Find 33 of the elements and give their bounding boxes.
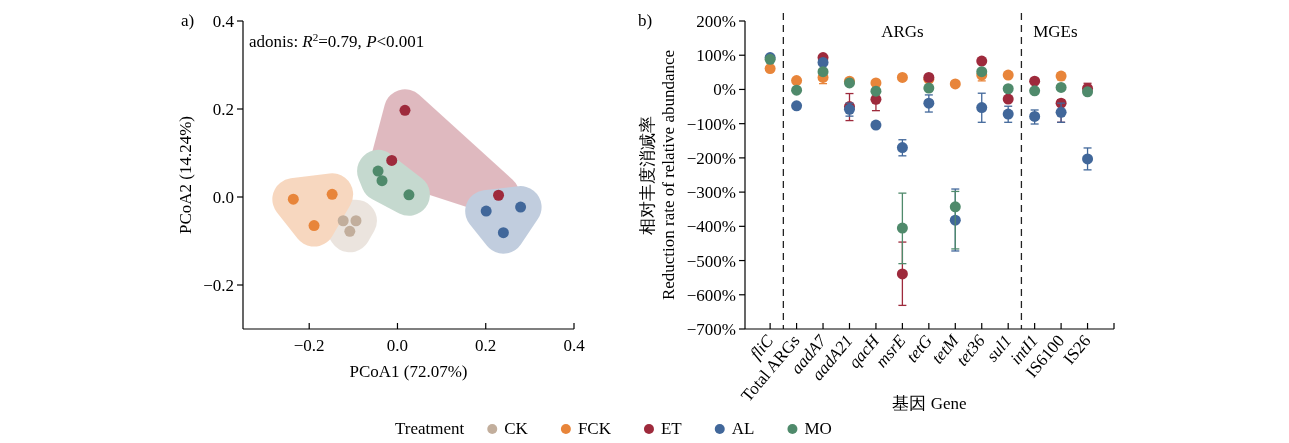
y-tick-label: 0.2 — [212, 100, 234, 119]
x-tick-label: 0.4 — [563, 336, 586, 355]
y-tick-label: −600% — [686, 285, 736, 305]
annotation: adonis: R$^{2}$=0.79, P<0.001 — [249, 31, 425, 51]
x-tick-label: 0.2 — [475, 336, 497, 355]
x-tick-label: 0.0 — [386, 336, 409, 355]
y-tick-label: 100% — [696, 46, 736, 66]
y-tick-label: 0% — [713, 80, 736, 100]
y-tick-label: −400% — [686, 217, 736, 237]
legend-label: ET — [660, 419, 683, 438]
y-tick-label: 200% — [696, 12, 736, 31]
legend-label: AL — [731, 419, 755, 438]
y-tick-label: −200% — [686, 148, 736, 168]
y-tick-label: −300% — [686, 183, 736, 203]
y-tick-label: −700% — [686, 320, 736, 339]
annotation: MGEs — [1033, 22, 1078, 41]
annotation: ARGs — [881, 22, 924, 41]
y-tick-label: 0.0 — [212, 188, 234, 207]
y-axis-title: PCoA2 (14.24%) — [176, 115, 195, 235]
chart-title: a) — [181, 11, 195, 30]
y-tick-label: −100% — [686, 114, 736, 134]
chart-title: b) — [638, 11, 653, 30]
x-axis-title: 基因 Gene — [892, 394, 967, 413]
legend-label: FCK — [577, 419, 612, 438]
y-tick-label: −500% — [686, 251, 736, 271]
y-axis-title: 相对丰度消减率 Reduction rate of relative abundance — [638, 49, 678, 301]
y-tick-label: −0.2 — [203, 276, 234, 295]
legend-label: CK — [504, 419, 529, 438]
y-tick-label: 0.4 — [212, 12, 235, 31]
legend-title: Treatment — [395, 419, 465, 438]
x-axis-title: PCoA1 (72.07%) — [349, 362, 468, 381]
x-tick-label: −0.2 — [293, 336, 325, 355]
legend-label: MO — [804, 419, 832, 438]
